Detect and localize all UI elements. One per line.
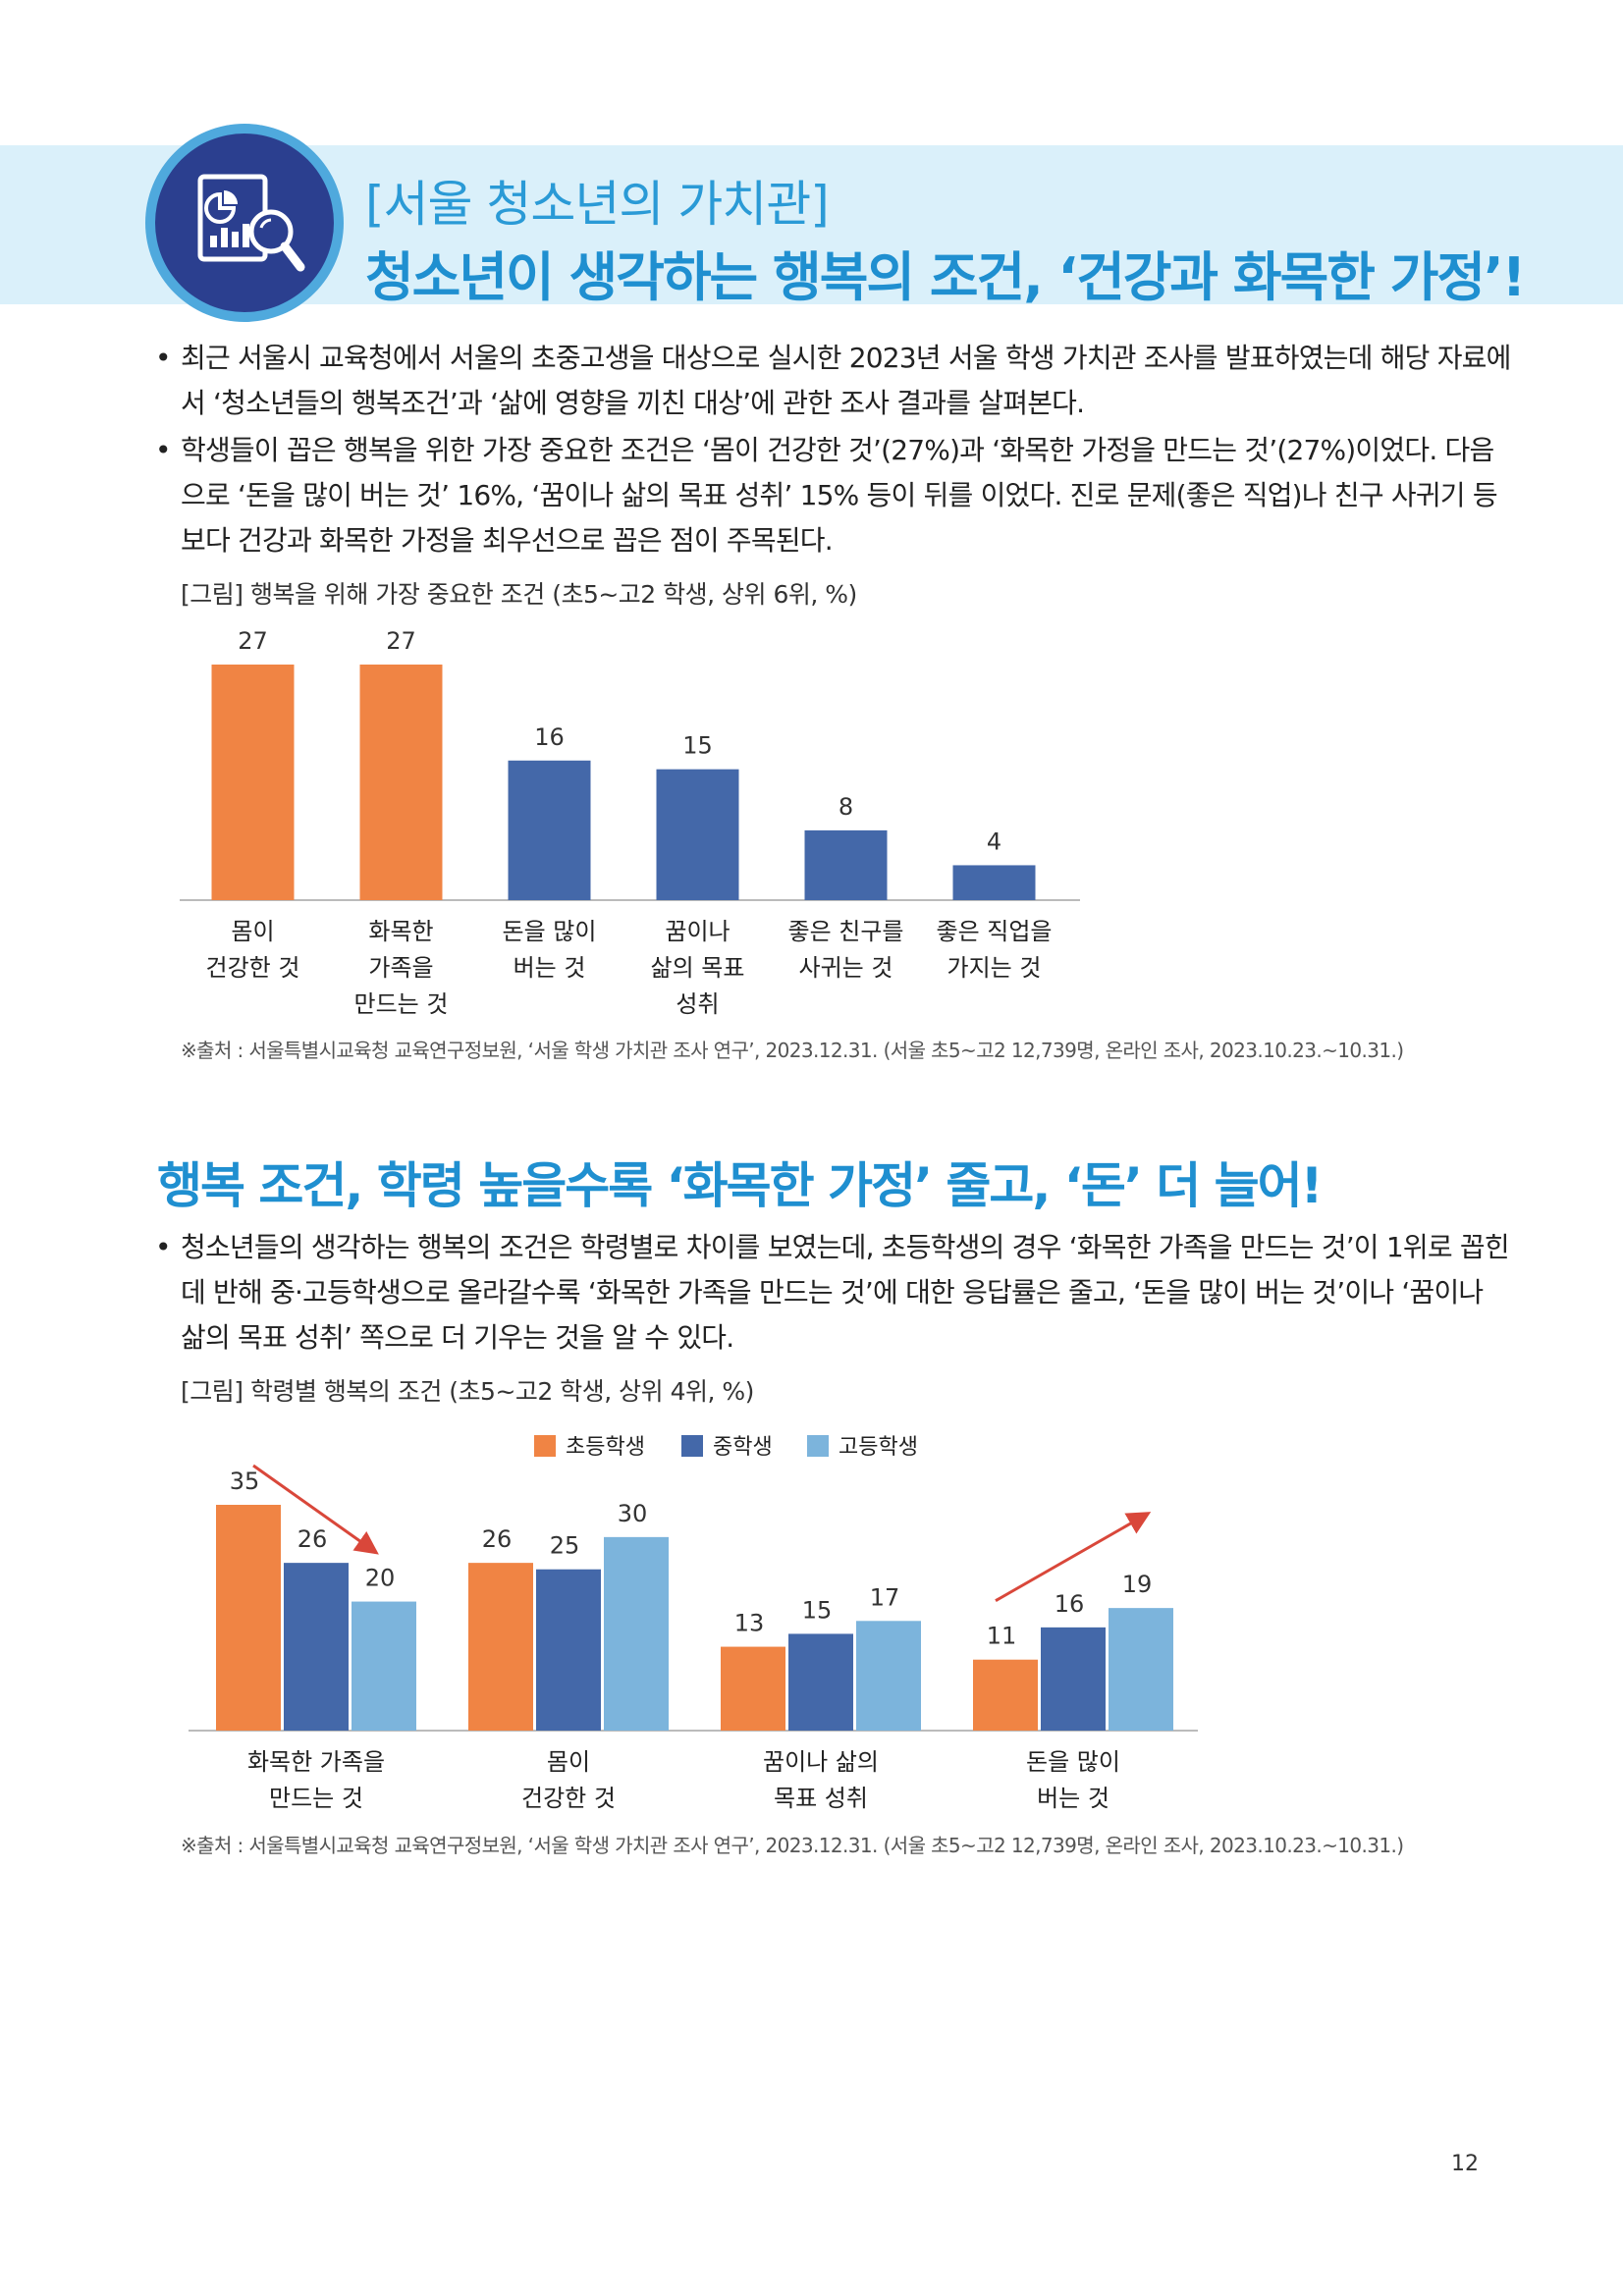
chart1-category-label: 화목한 [368, 918, 433, 945]
chart2-category-label: 만드는 것 [269, 1785, 363, 1812]
legend-label: 중학생 [713, 1435, 773, 1460]
chart1-data-label: 16 [534, 723, 565, 751]
chart2-data-label: 13 [734, 1610, 765, 1637]
chart1-bar [952, 865, 1036, 900]
chart2-bar [604, 1536, 669, 1731]
chart1-category-label: 건강한 것 [206, 954, 300, 982]
legend-label: 초등학생 [566, 1435, 645, 1460]
chart2-data-label: 16 [1055, 1590, 1085, 1618]
intro-bullet-2-text: 학생들이 꼽은 행복을 위한 가장 중요한 조건은 ‘몸이 건강한 것’(27%… [181, 434, 1498, 557]
figure1-caption: [그림] 행복을 위해 가장 중요한 조건 (초5~고2 학생, 상위 6위, … [181, 580, 857, 609]
chart1-bar [359, 665, 443, 900]
chart2-bar [216, 1505, 281, 1731]
chart2-bar [973, 1659, 1038, 1731]
chart2-legend: 초등학생 중학생 고등학생 [534, 1435, 918, 1460]
chart1-data-label: 15 [682, 732, 713, 760]
chart2-data-label: 25 [550, 1532, 580, 1560]
chart1-category-label: 좋은 친구를 [787, 918, 903, 945]
chart2-trend-arrow [995, 1512, 1152, 1603]
chart2-bar [856, 1621, 921, 1731]
chart1-category-label: 가지는 것 [947, 954, 1042, 982]
page-number: 12 [1451, 2152, 1479, 2176]
chart1-category-label: 버는 것 [514, 954, 586, 982]
chart2-bar [468, 1563, 533, 1731]
chart2-data-label: 30 [618, 1500, 648, 1527]
chart2-bar [1109, 1608, 1173, 1731]
chart1-category-label: 몸이 [231, 918, 274, 945]
chart1-category-label: 성취 [676, 990, 719, 1018]
chart2-category-label: 목표 성취 [774, 1785, 868, 1812]
chart2-category-label: 화목한 가족을 [247, 1748, 385, 1776]
figure2-source: ※출처 : 서울특별시교육청 교육연구정보원, ‘서울 학생 가치관 조사 연구… [181, 1834, 1404, 1857]
chart2-category-label: 꿈이나 삶의 [763, 1748, 879, 1776]
chart1-category-label: 돈을 많이 [503, 918, 597, 945]
chart2-category-label: 건강한 것 [521, 1785, 616, 1812]
chart1-bar [508, 760, 591, 900]
chart2-bar [536, 1569, 601, 1731]
chart1-category-label: 만드는 것 [354, 990, 449, 1018]
legend-swatch [807, 1435, 829, 1457]
chart2-bar [721, 1646, 785, 1731]
chart1-category-label: 사귀는 것 [799, 954, 893, 982]
chart1-category-label: 꿈이나 [665, 918, 730, 945]
chart2-bar [788, 1633, 853, 1731]
intro-bullet-1-text: 최근 서울시 교육청에서 서울의 초중고생을 대상으로 실시한 2023년 서울… [181, 342, 1511, 419]
chart2-data-label: 19 [1122, 1571, 1153, 1598]
chart2-category-label: 버는 것 [1037, 1785, 1109, 1812]
chart1-data-label: 8 [839, 793, 853, 821]
chart2-bar [284, 1563, 349, 1731]
section2-title: 행복 조건, 학령 높을수록 ‘화목한 가정’ 줄고, ‘돈’ 더 늘어! [157, 1157, 1323, 1214]
chart1-category-label: 삶의 목표 [651, 954, 745, 982]
section2-bullet-1-text: 청소년들의 생각하는 행복의 조건은 학령별로 차이를 보였는데, 초등학생의 … [181, 1231, 1510, 1354]
chart1-category-label: 가족을 [368, 954, 433, 982]
report-magnifier-icon [155, 133, 334, 312]
chart2-data-label: 26 [298, 1525, 328, 1553]
chart1-data-label: 27 [386, 627, 416, 655]
chart1-bar [656, 769, 739, 900]
chart2-data-label: 15 [802, 1596, 833, 1624]
chart2-data-label: 20 [365, 1565, 396, 1592]
legend-label: 고등학생 [839, 1435, 918, 1460]
header-title: 청소년이 생각하는 행복의 조건, ‘건강과 화목한 가정’! [365, 246, 1526, 308]
chart2-data-label: 11 [987, 1623, 1017, 1650]
chart1-bar [804, 829, 888, 900]
figure1-source: ※출처 : 서울특별시교육청 교육연구정보원, ‘서울 학생 가치관 조사 연구… [181, 1039, 1404, 1062]
chart2-bar [1041, 1627, 1106, 1731]
chart2-category-label: 돈을 많이 [1026, 1748, 1120, 1776]
chart1-data-label: 4 [987, 828, 1001, 855]
chart2-data-label: 35 [230, 1468, 260, 1495]
legend-swatch [681, 1435, 703, 1457]
header-subtitle: [서울 청소년의 가치관] [365, 176, 830, 233]
chart2-data-label: 26 [482, 1525, 513, 1553]
chart2-data-label: 17 [870, 1583, 900, 1611]
figure2-caption: [그림] 학령별 행복의 조건 (초5~고2 학생, 상위 4위, %) [181, 1377, 754, 1406]
chart2-category-label: 몸이 [547, 1748, 590, 1776]
chart1-data-label: 27 [238, 627, 268, 655]
chart2-bar [352, 1601, 416, 1731]
chart1-bar [211, 665, 295, 900]
chart2-trend-arrow [252, 1464, 379, 1555]
legend-swatch [534, 1435, 556, 1457]
chart1-category-label: 좋은 직업을 [936, 918, 1052, 945]
